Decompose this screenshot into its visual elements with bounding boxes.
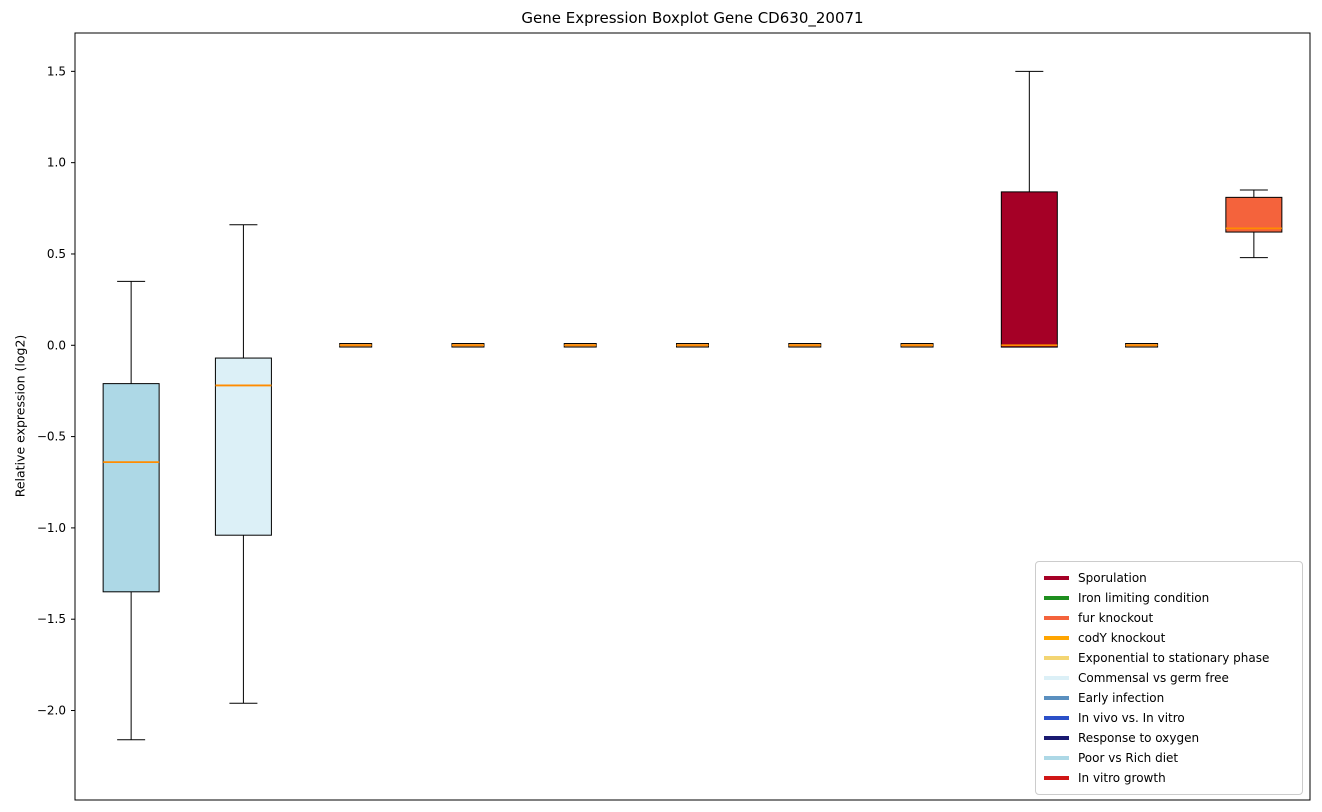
legend: Sporulation Iron limiting condition fur kn… bbox=[1035, 561, 1303, 795]
legend-label: Commensal vs germ free bbox=[1078, 671, 1229, 685]
legend-item: fur knockout bbox=[1044, 608, 1294, 628]
legend-swatch bbox=[1044, 736, 1069, 740]
legend-swatch bbox=[1044, 576, 1069, 580]
legend-swatch bbox=[1044, 676, 1069, 680]
legend-label: Sporulation bbox=[1078, 571, 1147, 585]
legend-item: In vitro growth bbox=[1044, 768, 1294, 788]
legend-label: Iron limiting condition bbox=[1078, 591, 1210, 605]
y-tick-label: 0.5 bbox=[47, 247, 66, 261]
y-tick-label: −2.0 bbox=[37, 704, 66, 718]
y-tick-label: 0.0 bbox=[47, 338, 66, 352]
y-tick-label: −1.0 bbox=[37, 521, 66, 535]
legend-item: Poor vs Rich diet bbox=[1044, 748, 1294, 768]
legend-item: Response to oxygen bbox=[1044, 728, 1294, 748]
legend-label: In vivo vs. In vitro bbox=[1078, 711, 1185, 725]
legend-item: Commensal vs germ free bbox=[1044, 668, 1294, 688]
legend-swatch bbox=[1044, 616, 1069, 620]
legend-swatch bbox=[1044, 696, 1069, 700]
box-rect bbox=[1225, 196, 1283, 233]
legend-item: Sporulation bbox=[1044, 568, 1294, 588]
legend-label: Exponential to stationary phase bbox=[1078, 651, 1270, 665]
y-tick-label: 1.0 bbox=[47, 156, 66, 170]
legend-swatch bbox=[1044, 596, 1069, 600]
legend-label: codY knockout bbox=[1078, 631, 1166, 645]
box-rect bbox=[214, 357, 272, 536]
legend-swatch bbox=[1044, 636, 1069, 640]
box-rect bbox=[102, 383, 160, 593]
legend-item: Exponential to stationary phase bbox=[1044, 648, 1294, 668]
legend-swatch bbox=[1044, 756, 1069, 760]
chart-title: Gene Expression Boxplot Gene CD630_20071 bbox=[521, 9, 864, 27]
legend-swatch bbox=[1044, 776, 1069, 780]
legend-label: Early infection bbox=[1078, 691, 1165, 705]
legend-item: In vivo vs. In vitro bbox=[1044, 708, 1294, 728]
box-rect bbox=[1000, 191, 1058, 348]
legend-label: Poor vs Rich diet bbox=[1078, 751, 1179, 765]
y-tick-label: −1.5 bbox=[37, 612, 66, 626]
y-tick-label: −0.5 bbox=[37, 430, 66, 444]
legend-swatch bbox=[1044, 656, 1069, 660]
legend-label: In vitro growth bbox=[1078, 771, 1166, 785]
legend-item: Iron limiting condition bbox=[1044, 588, 1294, 608]
legend-item: codY knockout bbox=[1044, 628, 1294, 648]
y-tick-label: 1.5 bbox=[47, 64, 66, 78]
legend-label: fur knockout bbox=[1078, 611, 1154, 625]
legend-label: Response to oxygen bbox=[1078, 731, 1200, 745]
legend-item: Early infection bbox=[1044, 688, 1294, 708]
legend-swatch bbox=[1044, 716, 1069, 720]
